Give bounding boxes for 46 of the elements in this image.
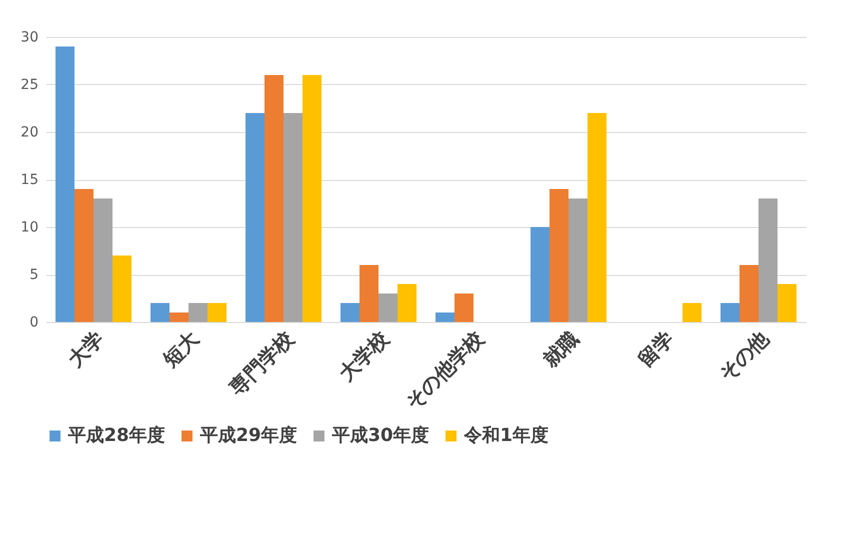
y-tick-label: 30 (20, 30, 38, 46)
bar (378, 294, 398, 322)
bar (568, 198, 588, 322)
x-tick-label: 大学校 (334, 326, 394, 386)
bar (720, 303, 740, 322)
bar (264, 75, 284, 322)
bar (56, 46, 74, 322)
bar (284, 113, 302, 322)
x-tick-label: 短大 (157, 326, 204, 372)
bar (588, 113, 606, 322)
bar (360, 265, 378, 322)
bar (398, 284, 416, 322)
y-tick-label: 15 (20, 172, 38, 188)
x-tick-label: その他学校 (400, 326, 490, 414)
bar (550, 189, 568, 322)
bar (94, 198, 112, 322)
y-tick-label: 0 (30, 314, 38, 330)
x-tick-label: 大学 (63, 326, 108, 372)
bar (302, 75, 322, 322)
y-tick-label: 10 (20, 220, 38, 236)
bar (454, 294, 474, 322)
bar (208, 303, 226, 322)
x-tick-label: 留学 (633, 326, 678, 372)
legend-label: 平成29年度 (199, 425, 298, 446)
bar (170, 312, 188, 322)
bar (530, 227, 550, 322)
bar (340, 303, 360, 322)
bar (150, 303, 170, 322)
bar (188, 303, 208, 322)
bar (740, 265, 758, 322)
bar (74, 189, 94, 322)
bar (682, 303, 702, 322)
bar (112, 256, 132, 322)
x-tick-label: 就職 (537, 326, 584, 372)
y-tick-label: 20 (20, 124, 38, 140)
bar (778, 284, 796, 322)
bar (758, 198, 778, 322)
y-tick-label: 5 (30, 267, 38, 283)
x-tick-label: その他 (714, 326, 774, 386)
legend-label: 平成28年度 (67, 425, 166, 446)
y-tick-label: 25 (20, 77, 38, 93)
bar (436, 312, 454, 322)
bar (246, 113, 264, 322)
x-tick-label: 専門学校 (224, 326, 300, 401)
legend-label: 令和1年度 (463, 425, 549, 446)
legend-label: 平成30年度 (331, 425, 430, 446)
